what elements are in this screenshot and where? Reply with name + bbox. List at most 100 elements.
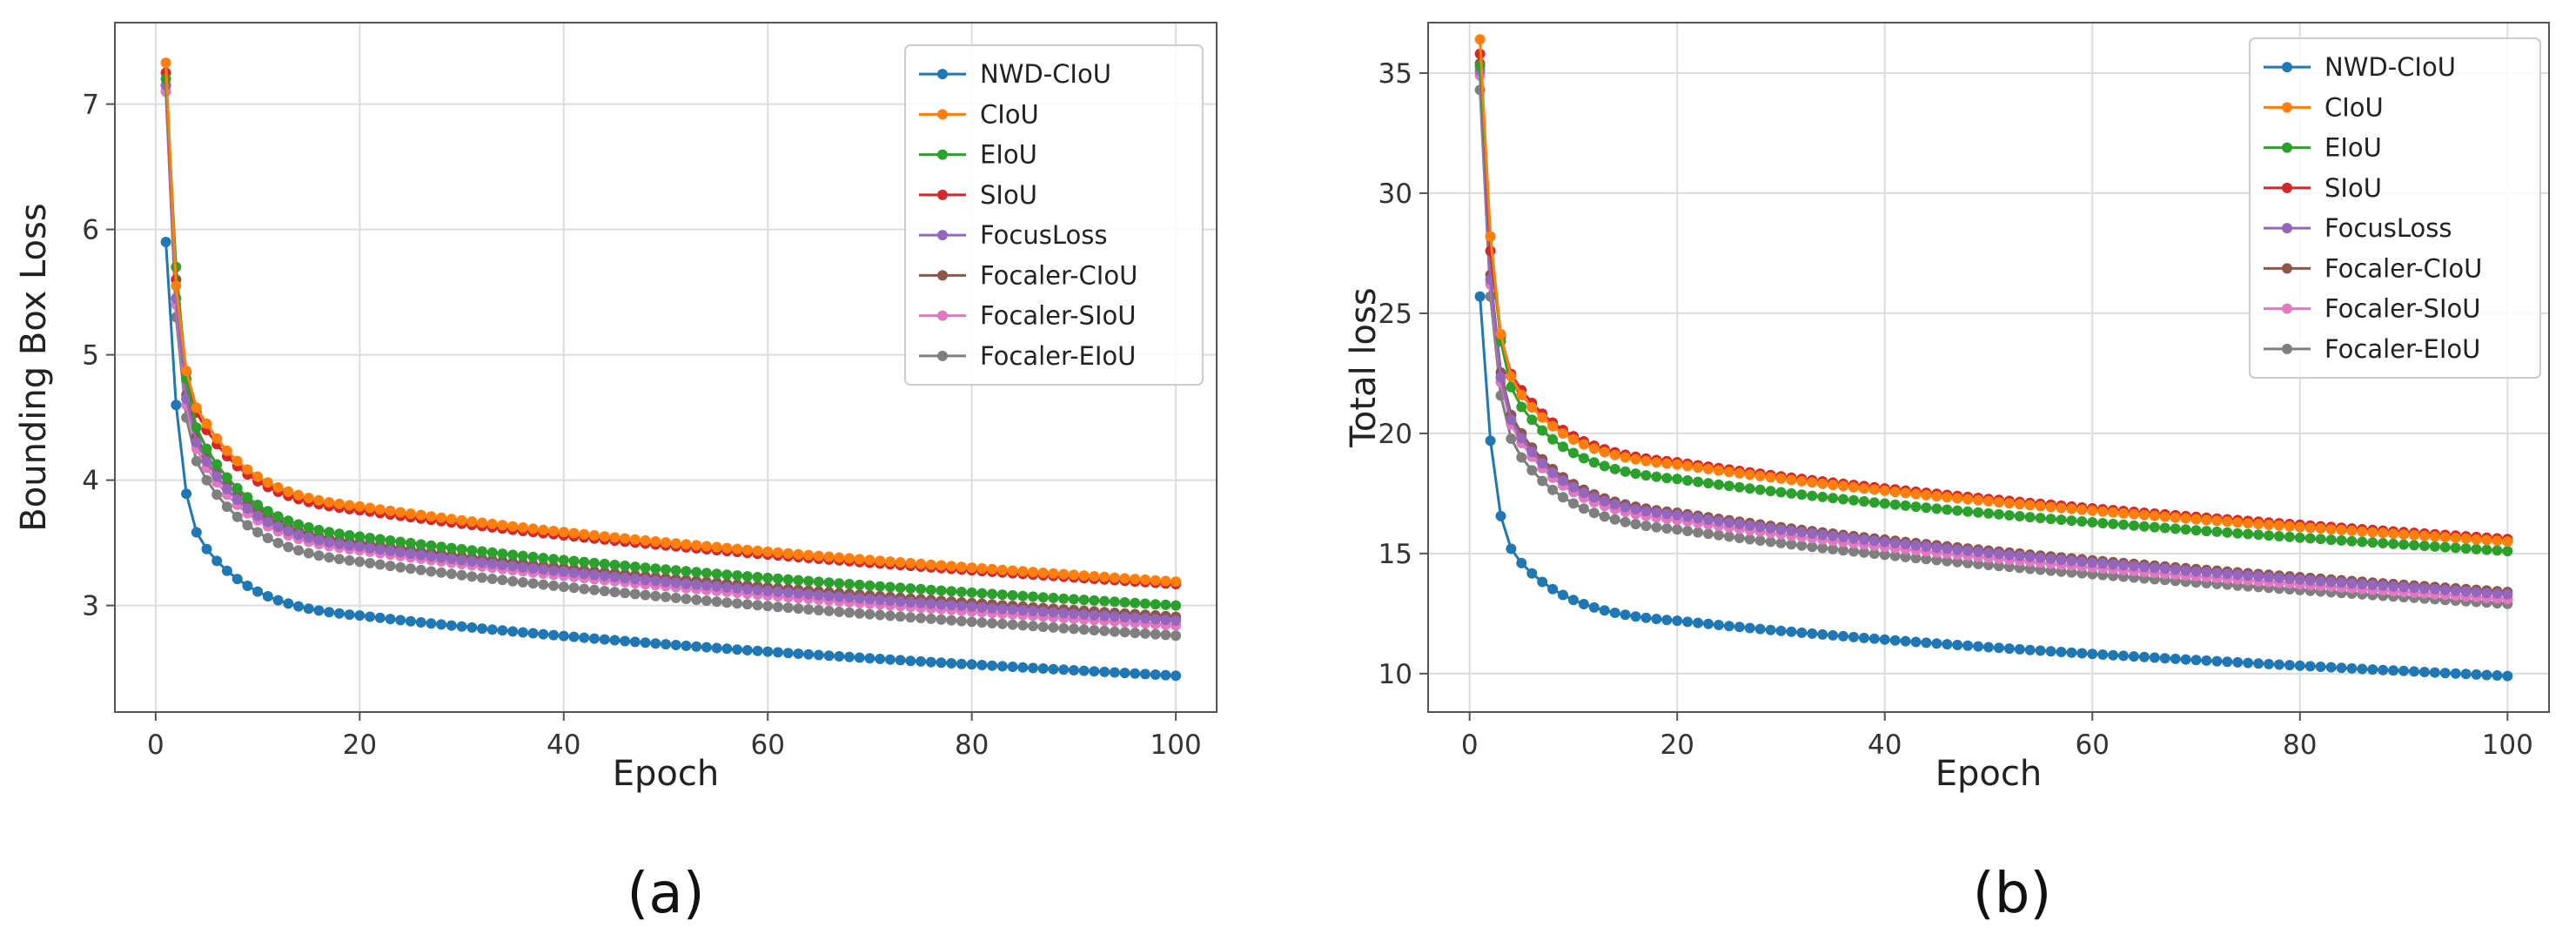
data-point [2471,543,2482,554]
data-point [2201,526,2212,537]
data-point [916,597,927,608]
data-point [793,603,804,615]
data-point [527,523,539,534]
data-point [844,607,855,618]
data-point [1817,478,1828,489]
data-point [272,537,284,548]
data-point [1983,642,1994,653]
data-point [2180,565,2191,576]
y-tick-label: 5 [82,340,99,372]
data-point [895,611,906,622]
legend: NWD-CIoU CIoU EIoU SIoU FocusLoss Focaler-CIo… [904,44,1204,386]
data-point [385,561,396,572]
data-point [262,506,273,517]
data-point [2388,528,2399,540]
data-point [946,586,957,597]
data-point [365,542,376,554]
data-point [1547,583,1559,595]
data-point [1640,506,1652,517]
data-point [497,575,508,586]
data-point [1765,522,1776,534]
data-point [527,551,539,562]
data-point [1537,425,1548,436]
data-point [181,366,192,376]
data-point [272,511,284,522]
data-point [1983,548,1994,559]
data-point [324,552,335,563]
data-point [834,651,845,662]
data-point [283,598,294,609]
data-point [1068,569,1079,581]
data-point [2056,647,2067,657]
data-point [231,482,243,494]
data-point [426,566,437,577]
data-point [996,589,1008,601]
data-point [1630,519,1641,530]
legend-item: Focaler-EIoU [919,341,1136,371]
data-point [854,652,865,663]
legend-label: EIoU [980,140,1037,170]
data-point [283,515,294,527]
data-point [936,599,947,610]
data-point [2129,520,2139,531]
data-point [620,573,631,583]
data-point [293,529,304,541]
legend-swatch-marker [2282,142,2292,153]
data-point [568,555,580,567]
data-point [1952,505,1963,516]
data-point [538,628,549,640]
x-tick-label: 20 [1660,729,1694,761]
x-tick-label: 0 [1461,729,1479,761]
data-point [711,581,722,592]
legend-swatch-marker [2282,102,2292,113]
data-point [2108,559,2119,570]
legend-item: CIoU [919,99,1039,129]
data-point [2180,524,2191,535]
data-point [1547,484,1559,495]
data-point [1661,458,1673,469]
data-point [2418,667,2430,677]
data-point [1848,533,1859,544]
data-point [629,574,641,585]
data-point [558,566,569,577]
data-point [191,402,202,413]
data-point [191,437,202,448]
data-point [426,540,437,551]
legend-item: EIoU [2264,133,2382,163]
data-point [2304,575,2316,586]
data-point [946,561,957,572]
data-point [262,591,273,601]
data-point [1723,467,1734,478]
data-point [1983,495,1994,507]
data-point [1068,665,1079,675]
legend-label: FocusLoss [980,220,1107,250]
data-point [1007,565,1018,576]
data-point [803,549,815,561]
data-point [2149,510,2160,521]
data-point [2315,575,2326,587]
data-point [2066,503,2077,514]
data-point [1160,629,1171,641]
data-point [1058,593,1070,604]
data-point [1754,623,1766,635]
data-point [1609,499,1620,510]
y-tick-label: 15 [1379,539,1412,570]
data-point [640,534,651,546]
data-point [333,608,345,619]
data-point [599,531,610,542]
legend-swatch-marker [2282,223,2292,234]
data-point [2087,517,2098,527]
data-point [966,601,977,612]
data-point [1889,487,1901,498]
data-point [1921,541,1932,552]
data-point [1017,590,1029,601]
data-point [2304,533,2316,544]
data-point [1993,497,2004,508]
data-point [864,653,875,664]
data-point [1931,491,1942,502]
data-point [1983,507,1994,519]
data-point [303,603,314,615]
data-point [629,636,641,648]
data-point [2264,658,2274,669]
data-point [2502,670,2513,682]
